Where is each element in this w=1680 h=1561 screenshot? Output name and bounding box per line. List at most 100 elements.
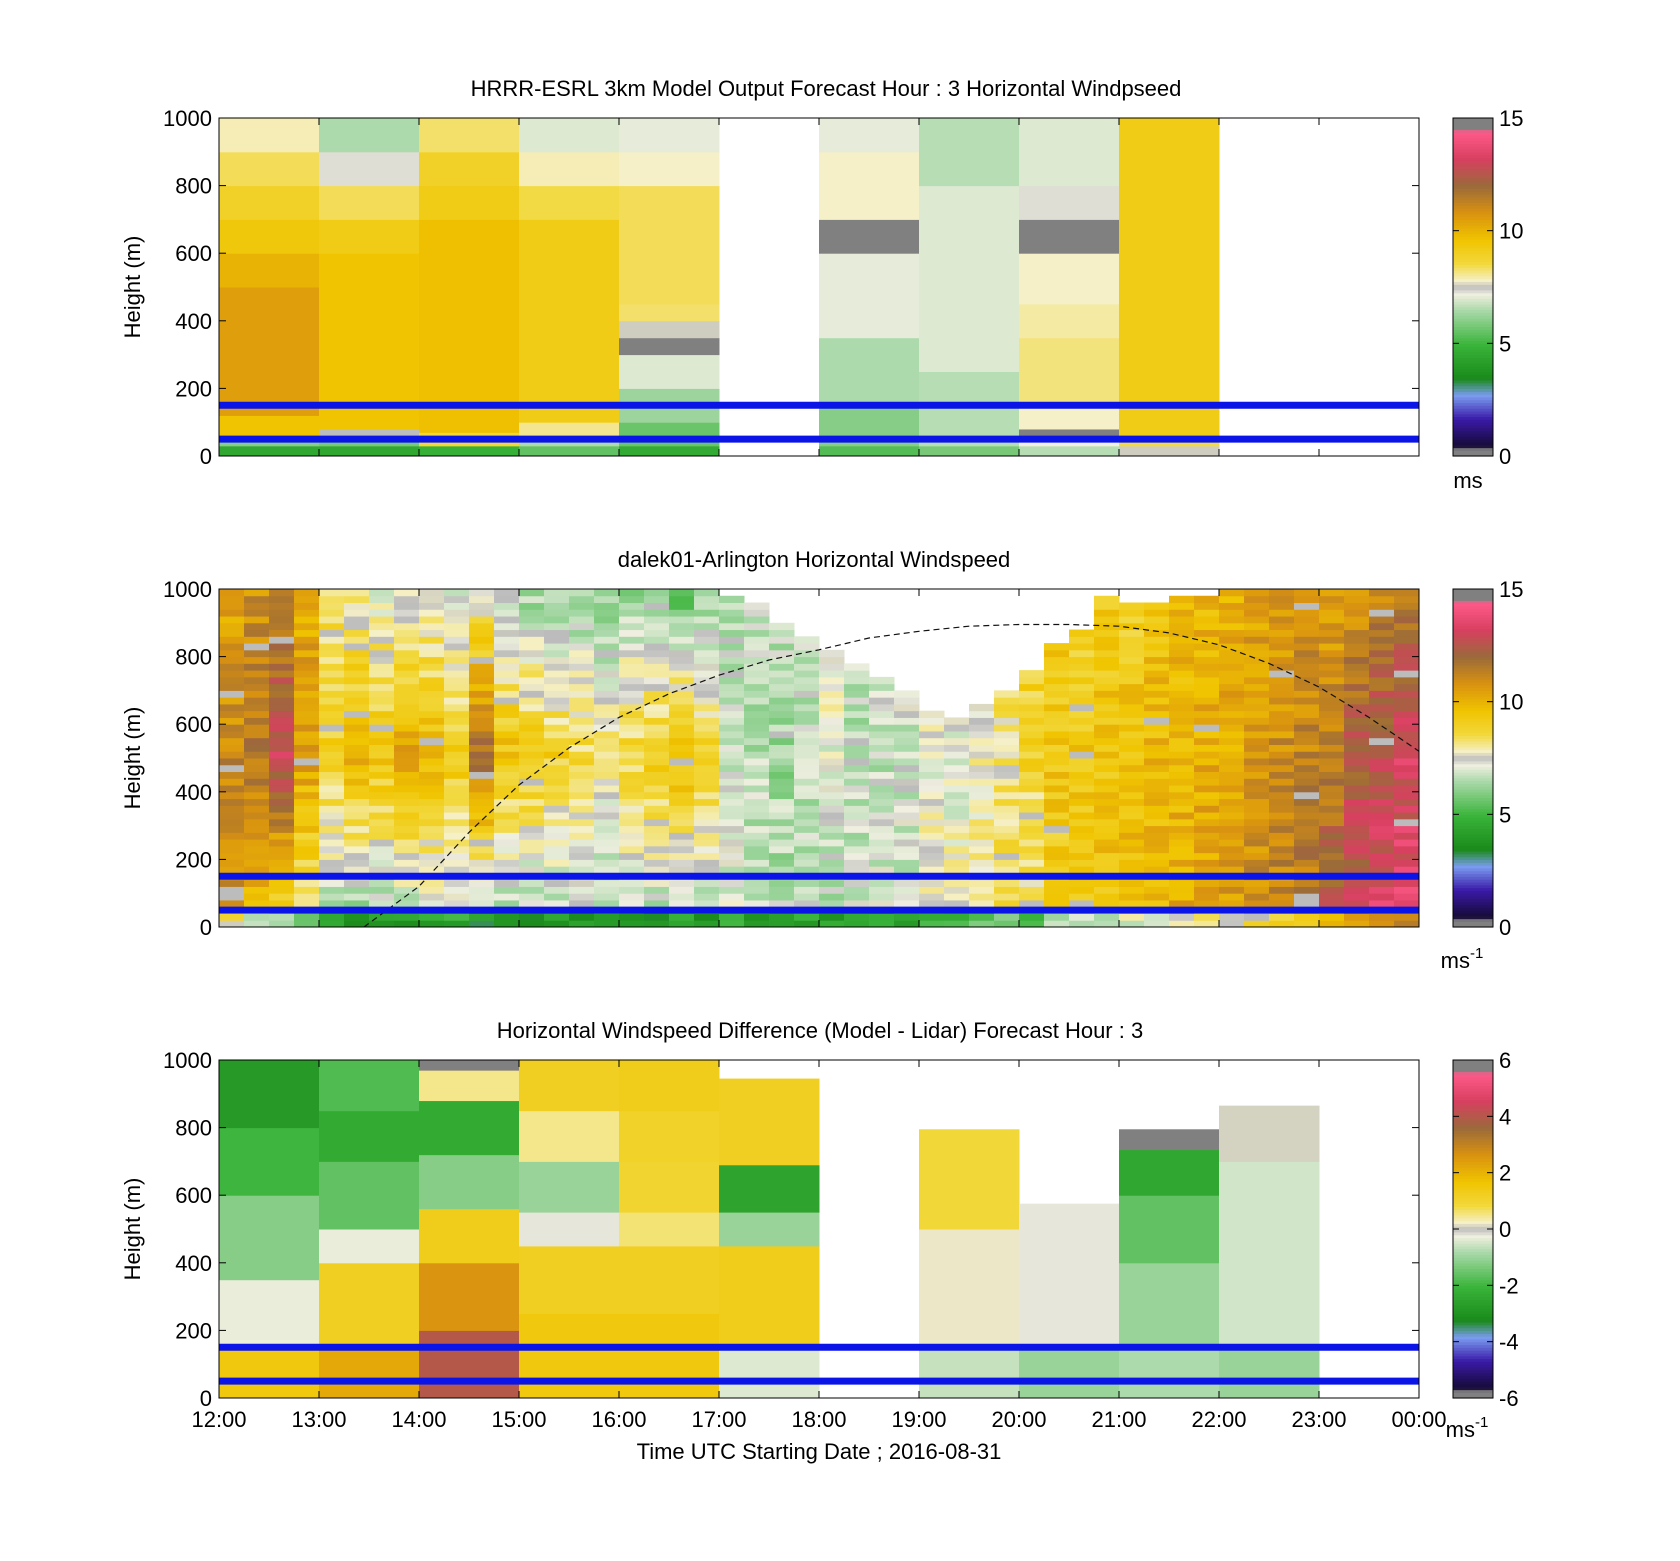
heatmap-cell — [1244, 852, 1270, 860]
heatmap-cell — [419, 791, 445, 800]
heatmap-cell — [1119, 676, 1145, 685]
heatmap-cell — [344, 670, 370, 678]
colorbar-step — [1453, 1386, 1493, 1391]
heatmap-cell — [1344, 595, 1370, 604]
heatmap-cell — [869, 825, 895, 833]
heatmap-cell — [1269, 764, 1295, 773]
heatmap-cell — [1069, 683, 1095, 691]
heatmap-cell — [744, 818, 770, 827]
heatmap-cell — [1369, 629, 1395, 637]
heatmap-cell — [544, 724, 570, 732]
heatmap-cell — [319, 609, 345, 617]
heatmap-cell — [819, 839, 845, 847]
heatmap-cell — [644, 845, 670, 854]
heatmap-cell — [694, 879, 720, 887]
colorbar-step — [1453, 828, 1493, 832]
heatmap-cell — [1244, 643, 1270, 651]
panel-1-x-axis — [218, 118, 1420, 456]
heatmap-cell — [319, 724, 345, 732]
heatmap-cell — [694, 764, 720, 773]
heatmap-cell — [669, 791, 695, 800]
heatmap-cell — [694, 812, 720, 820]
heatmap-cell — [694, 609, 720, 617]
heatmap-cell — [1244, 737, 1270, 745]
heatmap-cell — [369, 676, 395, 685]
colorbar-step — [1453, 289, 1493, 294]
colorbar-step — [1453, 1093, 1493, 1098]
heatmap-cell — [1394, 866, 1420, 874]
heatmap-cell — [269, 785, 295, 793]
heatmap-cell — [694, 839, 720, 847]
heatmap-cell — [494, 778, 520, 786]
heatmap-cell — [244, 866, 270, 874]
heatmap-cell — [494, 656, 520, 664]
heatmap-cell — [1069, 751, 1095, 759]
heatmap-cell — [1194, 859, 1220, 867]
heatmap-cell — [1169, 852, 1195, 860]
heatmap-cell — [569, 683, 595, 691]
heatmap-cell — [494, 609, 520, 617]
heatmap-cell — [519, 866, 545, 874]
colorbar-step — [1453, 741, 1493, 745]
colorbar-step — [1453, 825, 1493, 830]
heatmap-cell — [1369, 683, 1395, 691]
heatmap-cell — [394, 710, 420, 718]
colorbar-step — [1453, 873, 1493, 877]
heatmap-cell — [319, 839, 345, 847]
heatmap-cell — [619, 697, 645, 705]
heatmap-cell — [469, 751, 495, 759]
heatmap-cell — [294, 602, 320, 610]
x-axis-label: Time UTC Starting Date ; 2016-08-31 — [637, 1439, 1002, 1464]
heatmap-cell — [1119, 805, 1145, 813]
heatmap-cell — [769, 622, 795, 631]
heatmap-cell — [519, 445, 620, 457]
heatmap-cell — [994, 758, 1020, 766]
heatmap-cell — [219, 703, 245, 712]
colorbar-step — [1453, 611, 1493, 615]
heatmap-cell — [1219, 798, 1245, 806]
colorbar-step — [1453, 642, 1493, 646]
heatmap-cell — [894, 913, 920, 921]
heatmap-cell — [1394, 899, 1420, 908]
heatmap-cell — [744, 825, 770, 833]
heatmap-cell — [694, 818, 720, 827]
heatmap-cell — [1069, 663, 1095, 671]
heatmap-cell — [1294, 913, 1320, 921]
heatmap-cell — [869, 683, 895, 691]
colorbar-step — [1453, 1268, 1493, 1272]
heatmap-cell — [1344, 920, 1370, 928]
heatmap-cell — [344, 636, 370, 644]
heatmap-cell — [869, 751, 895, 759]
heatmap-cell — [1344, 697, 1370, 705]
heatmap-cell — [1019, 428, 1120, 437]
heatmap-cell — [969, 798, 995, 806]
heatmap-cell — [419, 670, 445, 678]
colorbar-step — [1453, 653, 1493, 658]
heatmap-cell — [394, 825, 420, 833]
heatmap-cell — [719, 785, 745, 793]
heatmap-cell — [1069, 697, 1095, 705]
heatmap-cell — [1319, 886, 1345, 894]
colorbar-step — [1453, 1217, 1493, 1222]
heatmap-cell — [1144, 798, 1170, 806]
heatmap-cell — [519, 185, 620, 220]
heatmap-cell — [1194, 805, 1220, 813]
heatmap-cell — [919, 1347, 1020, 1399]
heatmap-cell — [494, 920, 520, 928]
heatmap-cell — [394, 730, 420, 739]
colorbar-step — [1453, 447, 1493, 451]
heatmap-cell — [1394, 859, 1420, 867]
heatmap-cell — [919, 893, 945, 901]
colorbar-step — [1453, 425, 1493, 429]
heatmap-cell — [569, 643, 595, 651]
heatmap-cell — [1194, 710, 1220, 718]
heatmap-cell — [444, 683, 470, 691]
heatmap-cell — [994, 798, 1020, 806]
heatmap-cell — [1019, 805, 1045, 813]
heatmap-cell — [969, 737, 995, 745]
heatmap-cell — [269, 616, 295, 624]
colorbar-step — [1453, 284, 1493, 288]
heatmap-cell — [1019, 893, 1045, 901]
heatmap-cell — [344, 899, 370, 908]
heatmap-cell — [269, 859, 295, 867]
